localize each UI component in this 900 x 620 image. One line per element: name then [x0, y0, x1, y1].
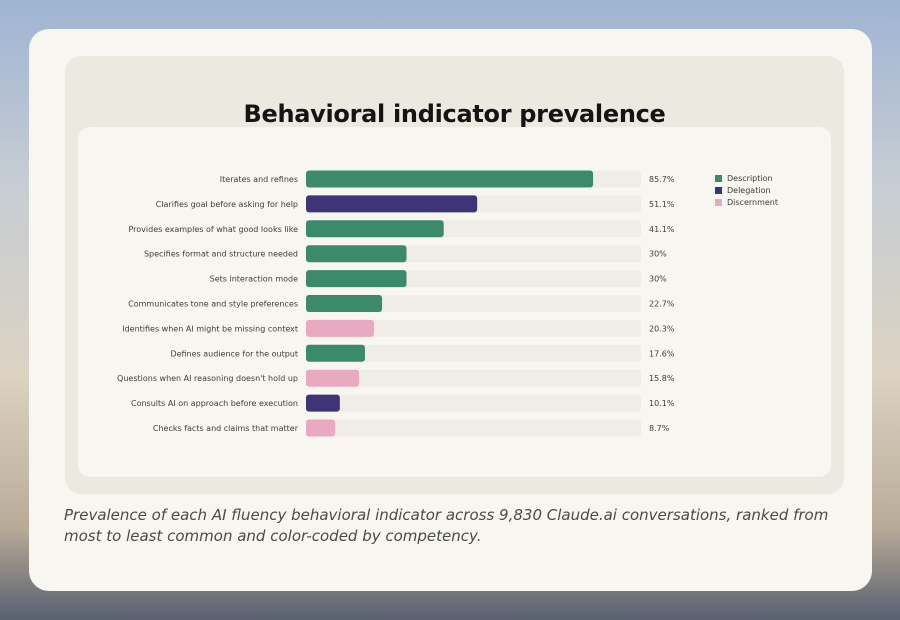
plot-area: Iterates and refines 85.7% Clarifies goal … [78, 127, 831, 477]
category-label: Defines audience for the output [170, 349, 298, 358]
category-label: Questions when AI reasoning doesn't hold… [117, 374, 298, 383]
value-label: 17.6% [649, 349, 675, 358]
bar-track [306, 369, 641, 387]
chart-panel: Behavioral indicator prevalence Iterates… [65, 56, 844, 494]
value-label: 8.7% [649, 424, 670, 433]
legend-item: Description [715, 172, 778, 184]
legend-item: Delegation [715, 184, 778, 196]
bar [306, 220, 444, 238]
bar [306, 394, 340, 412]
legend-label: Description [727, 173, 773, 183]
value-label: 41.1% [649, 225, 675, 234]
bar [306, 319, 375, 337]
figure-card: Behavioral indicator prevalence Iterates… [29, 29, 872, 591]
figure-caption: Prevalence of each AI fluency behavioral… [64, 506, 829, 545]
category-label: Sets interaction mode [210, 275, 298, 284]
legend-label: Delegation [727, 185, 771, 195]
bar [306, 295, 383, 312]
bar [306, 369, 359, 387]
value-label: 10.1% [649, 399, 675, 408]
bar [306, 245, 407, 263]
bar-track [306, 394, 641, 412]
category-label: Checks facts and claims that matter [153, 424, 299, 433]
chart-title: Behavioral indicator prevalence [243, 100, 666, 128]
bar [306, 419, 336, 437]
bar [306, 170, 594, 188]
value-label: 85.7% [649, 175, 675, 184]
category-label: Iterates and refines [220, 175, 298, 184]
bar [306, 270, 407, 288]
value-label: 30% [649, 275, 667, 284]
value-label: 15.8% [649, 374, 675, 383]
legend-swatch [715, 198, 722, 206]
legend-swatch [715, 174, 722, 182]
category-label: Communicates tone and style preferences [128, 300, 298, 309]
value-label: 51.1% [649, 200, 675, 209]
category-label: Provides examples of what good looks lik… [128, 225, 298, 234]
legend-swatch [715, 186, 722, 194]
bar [306, 195, 478, 213]
legend-label: Discernment [727, 197, 779, 207]
legend: Description Delegation Discernment [715, 172, 778, 208]
category-label: Clarifies goal before asking for help [156, 200, 298, 209]
category-label: Identifies when AI might be missing cont… [122, 324, 298, 333]
category-label: Consults AI on approach before execution [131, 399, 298, 408]
bar-track [306, 344, 641, 362]
value-label: 20.3% [649, 324, 675, 333]
bar [306, 344, 365, 362]
value-label: 30% [649, 250, 667, 259]
bar-chart: Iterates and refines 85.7% Clarifies goal … [117, 170, 675, 437]
bar-track [306, 319, 641, 337]
bar-track [306, 419, 641, 437]
value-label: 22.7% [649, 300, 675, 309]
bar-track [306, 295, 641, 312]
category-label: Specifies format and structure needed [144, 250, 298, 259]
legend-item: Discernment [715, 196, 778, 208]
